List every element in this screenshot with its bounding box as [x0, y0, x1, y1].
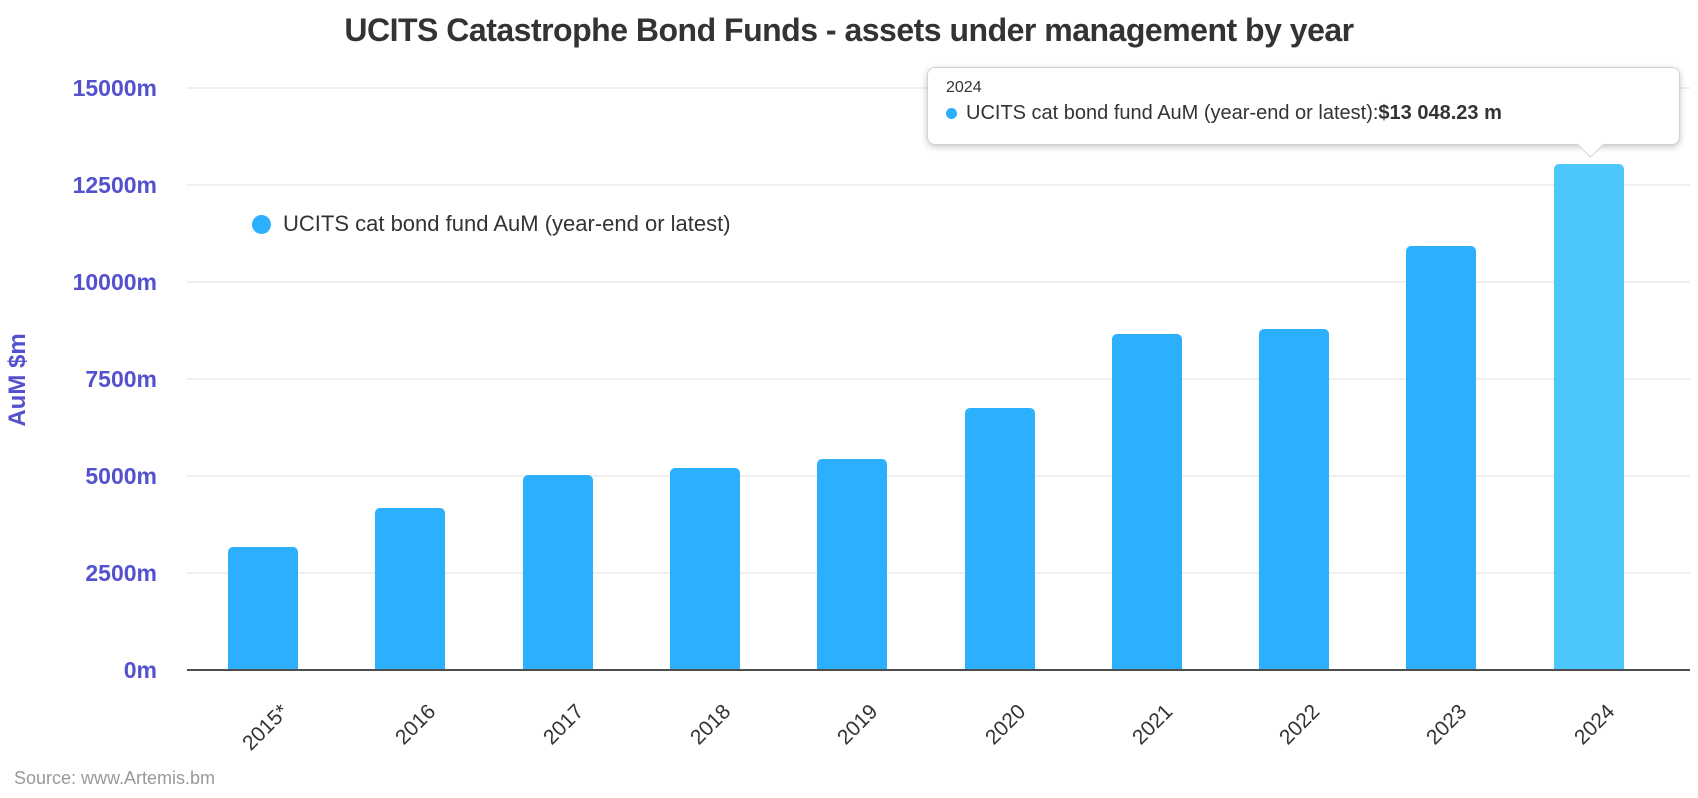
- bar-2022[interactable]: [1259, 329, 1330, 670]
- bar-2018[interactable]: [669, 468, 740, 670]
- y-axis-tick-label: 12500m: [72, 172, 157, 198]
- tooltip-header: 2024: [946, 79, 982, 96]
- legend-marker-icon: [252, 214, 271, 234]
- series-bullet-icon: [946, 108, 957, 119]
- bar-2017[interactable]: [522, 475, 593, 670]
- x-axis-tick-label: 2024: [1569, 700, 1619, 750]
- gridline: [187, 572, 1690, 574]
- gridline: [187, 281, 1690, 283]
- tooltip-pointer-icon: [1577, 131, 1604, 158]
- tooltip-value: $13 048.23 m: [1378, 102, 1502, 124]
- x-axis-tick-label: 2021: [1127, 700, 1178, 750]
- x-axis-tick-label: 2018: [685, 700, 736, 750]
- bar-2016[interactable]: [375, 508, 446, 670]
- bar-2021[interactable]: [1111, 334, 1182, 670]
- y-axis-tick-label: 10000m: [72, 269, 157, 295]
- x-axis-tick-label: 2017: [538, 700, 588, 750]
- x-axis-tick-label: 2016: [391, 700, 441, 750]
- gridline: [187, 475, 1690, 477]
- y-axis-tick-label: 0m: [123, 657, 157, 683]
- x-axis-tick-label: 2020: [980, 700, 1030, 750]
- source-credit: Source: www.Artemis.bm: [14, 768, 216, 788]
- bar-2023[interactable]: [1406, 246, 1477, 670]
- x-axis-line: [187, 669, 1690, 671]
- legend-item[interactable]: UCITS cat bond fund AuM (year-end or lat…: [252, 211, 731, 237]
- x-axis-tick-label: 2019: [833, 700, 883, 750]
- y-axis-tick-label: 2500m: [85, 560, 157, 586]
- gridline: [187, 184, 1690, 186]
- bar-2024[interactable]: [1553, 164, 1624, 670]
- x-axis-tick-label: 2023: [1422, 700, 1472, 750]
- bar-2015[interactable]: [228, 547, 298, 670]
- bar-2020[interactable]: [964, 408, 1035, 670]
- tooltip-series-label: UCITS cat bond fund AuM (year-end or lat…: [966, 102, 1379, 124]
- y-axis-tick-label: 7500m: [85, 366, 157, 392]
- y-axis-tick-label: 15000m: [72, 75, 157, 101]
- x-axis-tick-label: 2022: [1275, 700, 1325, 750]
- tooltip-series-line: UCITS cat bond fund AuM (year-end or lat…: [946, 102, 1661, 125]
- tooltip: 2024 UCITS cat bond fund AuM (year-end o…: [927, 67, 1680, 158]
- bar-2019[interactable]: [817, 459, 888, 670]
- chart-title: UCITS Catastrophe Bond Funds - assets un…: [344, 12, 1354, 48]
- gridline: [187, 378, 1690, 380]
- legend-label: UCITS cat bond fund AuM (year-end or lat…: [283, 211, 731, 236]
- y-axis-tick-label: 5000m: [85, 463, 157, 489]
